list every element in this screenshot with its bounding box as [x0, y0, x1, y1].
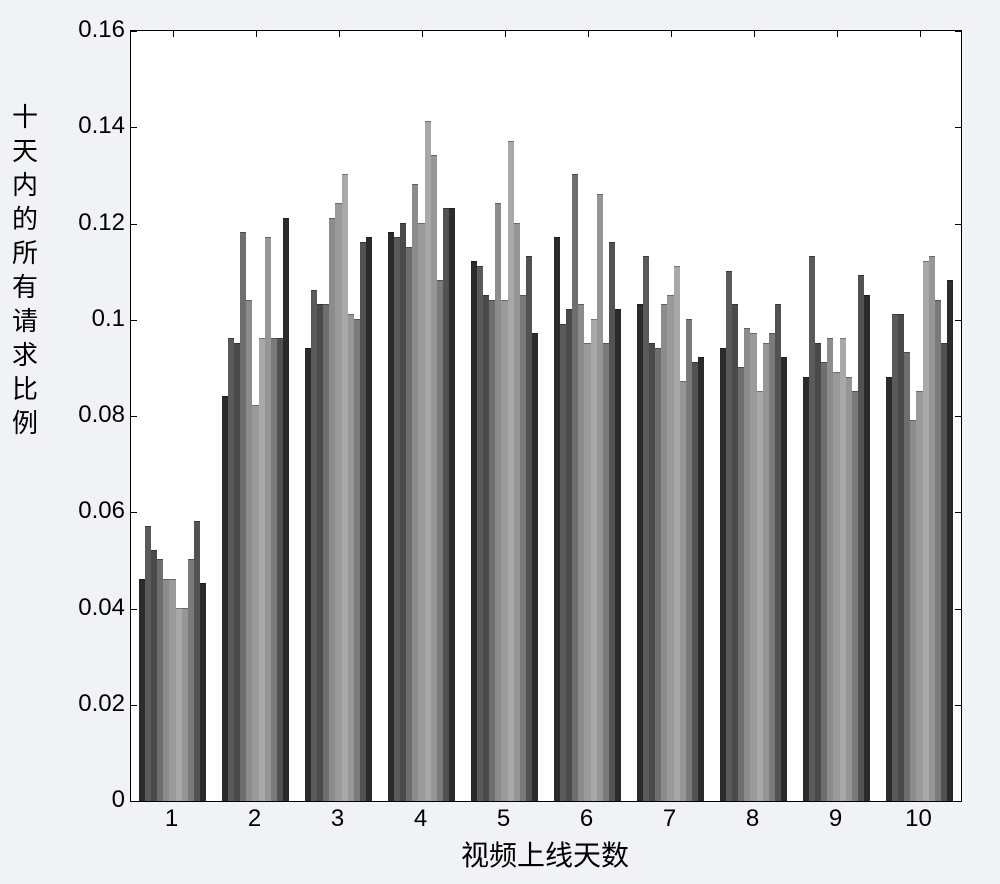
x-tick-label: 5 — [484, 805, 524, 833]
y-tick — [131, 127, 137, 128]
x-tick — [754, 31, 755, 37]
y-tick — [955, 127, 961, 128]
x-tick — [588, 31, 589, 37]
x-tick — [671, 31, 672, 37]
x-tick — [256, 31, 257, 37]
x-axis-label: 视频上线天数 — [130, 834, 960, 874]
x-tick-label: 4 — [401, 805, 441, 833]
y-tick — [955, 224, 961, 225]
x-tick-label: 10 — [899, 805, 939, 833]
bar — [864, 295, 870, 801]
y-tick — [131, 705, 137, 706]
bar — [781, 357, 787, 801]
y-tick-label: 0.08 — [45, 401, 125, 429]
y-tick — [131, 416, 137, 417]
x-tick-label: 8 — [733, 805, 773, 833]
y-tick-label: 0.02 — [45, 690, 125, 718]
x-tick-label: 2 — [235, 805, 275, 833]
x-tick — [339, 31, 340, 37]
y-tick-label: 0.06 — [45, 497, 125, 525]
y-tick-label: 0 — [45, 786, 125, 814]
y-tick — [131, 320, 137, 321]
bar — [947, 280, 953, 801]
bar — [615, 309, 621, 801]
y-tick-label: 0.1 — [45, 305, 125, 333]
y-tick — [131, 224, 137, 225]
y-tick — [131, 609, 137, 610]
bar — [283, 218, 289, 801]
x-tick-label: 7 — [650, 805, 690, 833]
bar — [366, 237, 372, 801]
y-tick — [955, 320, 961, 321]
bar — [698, 357, 704, 801]
plot-area — [130, 30, 962, 802]
x-tick — [505, 31, 506, 37]
x-tick — [920, 31, 921, 37]
x-tick-label: 3 — [318, 805, 358, 833]
y-axis-label: 十天内的所有请求比例 — [10, 100, 40, 440]
x-tick — [422, 31, 423, 37]
y-tick — [131, 801, 137, 802]
y-tick-label: 0.16 — [45, 16, 125, 44]
x-tick — [173, 31, 174, 37]
x-tick-label: 6 — [567, 805, 607, 833]
y-tick — [955, 512, 961, 513]
bar — [449, 208, 455, 801]
x-tick-label: 9 — [816, 805, 856, 833]
y-tick — [131, 31, 137, 32]
y-tick — [955, 705, 961, 706]
y-tick — [955, 31, 961, 32]
chart-container: 十天内的所有请求比例 视频上线天数 0 0.02 0.04 0.06 0.08 0.1 0.… — [0, 0, 1000, 884]
y-tick — [955, 801, 961, 802]
y-tick — [955, 416, 961, 417]
y-tick-label: 0.12 — [45, 209, 125, 237]
x-tick-label: 1 — [152, 805, 192, 833]
bar — [200, 583, 206, 801]
bar — [532, 333, 538, 801]
y-tick-label: 0.04 — [45, 594, 125, 622]
y-tick — [955, 609, 961, 610]
y-tick-label: 0.14 — [45, 112, 125, 140]
x-tick — [837, 31, 838, 37]
y-tick — [131, 512, 137, 513]
